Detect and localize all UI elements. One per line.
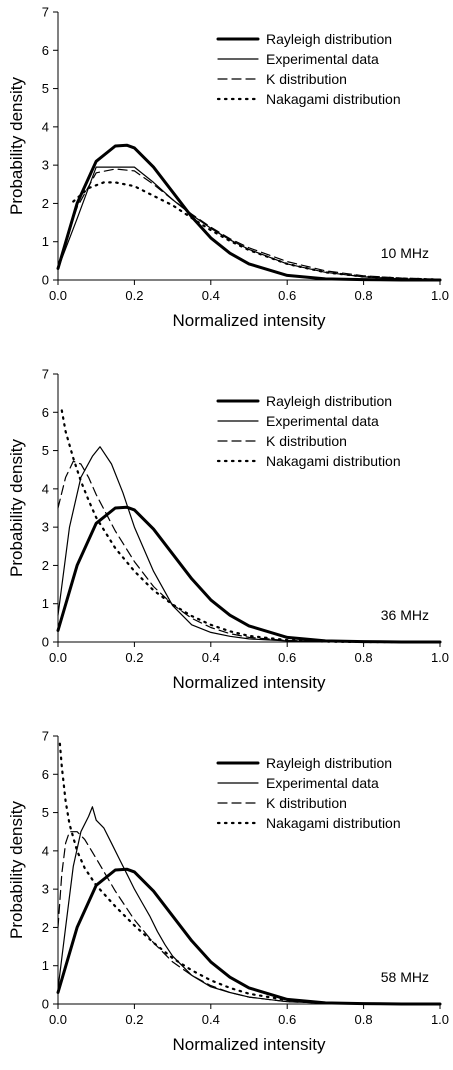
legend-label: Nakagami distribution [266, 453, 401, 469]
frequency-annotation: 58 MHz [381, 969, 429, 985]
legend-label: Experimental data [266, 51, 379, 67]
y-tick-label: 3 [42, 158, 49, 173]
x-tick-label: 1.0 [431, 1012, 449, 1027]
y-tick-label: 2 [42, 196, 49, 211]
y-tick-label: 1 [42, 234, 49, 249]
x-tick-label: 0.8 [355, 1012, 373, 1027]
x-tick-label: 0.2 [125, 650, 143, 665]
chart-panel-1: 0 1 2 3 4 5 6 7 0.0 0.2 0.4 0.6 0.8 1.0 Normalized int… [7, 5, 449, 331]
x-tick-label: 0.4 [202, 650, 220, 665]
y-tick-label: 3 [42, 882, 49, 897]
legend: Rayleigh distribution Experimental data K … [216, 31, 401, 107]
legend: Rayleigh distribution Experimental data K … [216, 393, 401, 469]
x-tick-label: 0.8 [355, 650, 373, 665]
y-tick-label: 0 [42, 997, 49, 1012]
legend-label: Rayleigh distribution [266, 31, 392, 47]
legend-label: Rayleigh distribution [266, 393, 392, 409]
y-tick-label: 5 [42, 81, 49, 96]
y-tick-label: 4 [42, 119, 49, 134]
y-tick-label: 1 [42, 958, 49, 973]
x-tick-label: 0.8 [355, 288, 373, 303]
chart-panel-2: 0 1 2 3 4 5 6 7 0.0 0.2 0.4 0.6 0.8 1.0 Normalized int… [7, 367, 449, 693]
y-tick-label: 2 [42, 558, 49, 573]
series-line-k-distribution [64, 168, 441, 280]
y-tick-label: 7 [42, 367, 49, 382]
y-tick-label: 7 [42, 5, 49, 20]
legend-label: Experimental data [266, 775, 379, 791]
y-tick-label: 0 [42, 273, 49, 288]
x-tick-label: 0.0 [49, 288, 67, 303]
y-tick-label: 6 [42, 767, 49, 782]
y-axis-title: Probability density [7, 77, 26, 215]
legend-label: Experimental data [266, 413, 379, 429]
x-tick-label: 0.6 [278, 650, 296, 665]
legend-label: Nakagami distribution [266, 91, 401, 107]
y-tick-label: 3 [42, 520, 49, 535]
y-axis-title: Probability density [7, 439, 26, 577]
x-tick-label: 1.0 [431, 650, 449, 665]
x-tick-label: 1.0 [431, 288, 449, 303]
x-tick-label: 0.6 [278, 1012, 296, 1027]
series-line-nakagami-distribution [72, 181, 442, 281]
legend: Rayleigh distribution Experimental data K … [216, 755, 401, 831]
series-line-rayleigh-distribution [56, 143, 442, 282]
y-tick-label: 2 [42, 920, 49, 935]
x-tick-label: 0.0 [49, 1012, 67, 1027]
y-tick-label: 0 [42, 635, 49, 650]
legend-label: Rayleigh distribution [266, 755, 392, 771]
y-tick-label: 5 [42, 443, 49, 458]
y-tick-label: 7 [42, 729, 49, 744]
x-tick-label: 0.4 [202, 288, 220, 303]
x-axis-title: Normalized intensity [172, 311, 326, 330]
legend-label: Nakagami distribution [266, 815, 401, 831]
y-tick-label: 5 [42, 805, 49, 820]
y-tick-label: 6 [42, 405, 49, 420]
x-tick-label: 0.2 [125, 1012, 143, 1027]
x-axis-title: Normalized intensity [172, 1035, 326, 1054]
y-tick-label: 4 [42, 481, 49, 496]
y-axis-title: Probability density [7, 801, 26, 939]
x-tick-label: 0.2 [125, 288, 143, 303]
x-tick-label: 0.4 [202, 1012, 220, 1027]
y-tick-label: 1 [42, 596, 49, 611]
series-line-nakagami-distribution [58, 742, 442, 1006]
x-axis-title: Normalized intensity [172, 673, 326, 692]
y-tick-label: 6 [42, 43, 49, 58]
series-line-nakagami-distribution [60, 409, 442, 644]
legend-label: K distribution [266, 71, 347, 87]
legend-label: K distribution [266, 795, 347, 811]
x-tick-label: 0.0 [49, 650, 67, 665]
series-line-experimental-data [57, 166, 441, 281]
chart-panel-3: 0 1 2 3 4 5 6 7 0.0 0.2 0.4 0.6 0.8 1.0 Normalized int… [7, 729, 449, 1055]
legend-label: K distribution [266, 433, 347, 449]
x-tick-label: 0.6 [278, 288, 296, 303]
series-line-k-distribution [57, 831, 441, 1005]
frequency-annotation: 36 MHz [381, 607, 429, 623]
y-tick-label: 4 [42, 843, 49, 858]
frequency-annotation: 10 MHz [381, 245, 429, 261]
